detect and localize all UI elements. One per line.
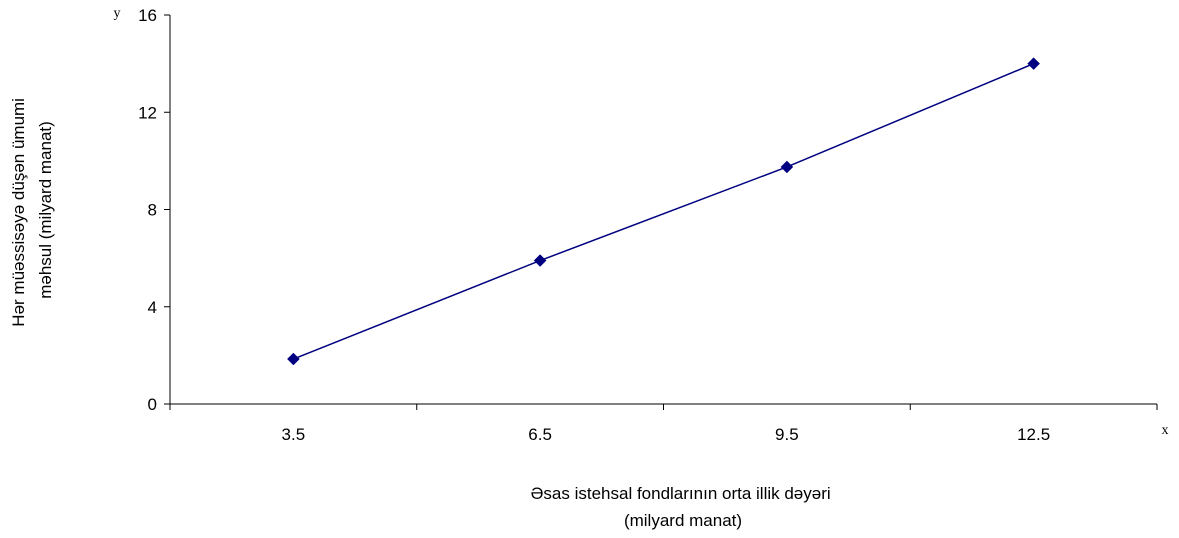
- x-tick-label: 3.5: [282, 425, 306, 444]
- y-tick-label: 16: [138, 6, 157, 25]
- y-tick-label: 12: [138, 103, 157, 122]
- x-axis-title-line-1: Əsas istehsal fondlarının orta illik dəy…: [531, 484, 831, 503]
- data-point-marker: [533, 254, 547, 267]
- y-tick-label: 4: [148, 298, 157, 317]
- x-axis-title: Əsas istehsal fondlarının orta illik dəy…: [531, 484, 836, 530]
- y-tick-label: 0: [148, 395, 157, 414]
- y-axis-title: Hər müəssisəyə düşən ümumi məhsul (milya…: [9, 93, 55, 326]
- y-tick-label: 8: [148, 201, 157, 220]
- x-axis-letter: x: [1162, 423, 1169, 438]
- data-point-marker: [287, 352, 300, 366]
- x-tick-label: 12.5: [1017, 425, 1050, 444]
- data-point-marker: [1027, 57, 1040, 70]
- x-tick-label: 6.5: [528, 425, 552, 444]
- x-ticks: 3.5 6.5 9.5 12.5: [169, 404, 1158, 444]
- x-tick-label: 9.5: [775, 425, 799, 444]
- y-axis-title-line-1: Hər müəssisəyə düşən ümumi: [9, 98, 28, 327]
- data-point-marker: [780, 160, 794, 174]
- y-axis-title-line-2: məhsul (milyard manat): [36, 121, 55, 299]
- y-ticks: 0 4 8 12 16: [138, 6, 170, 414]
- series-line: [293, 62, 1034, 360]
- y-axis-letter: y: [114, 6, 121, 21]
- series-group: [287, 57, 1040, 366]
- x-axis-title-line-2: (milyard manat): [624, 511, 742, 530]
